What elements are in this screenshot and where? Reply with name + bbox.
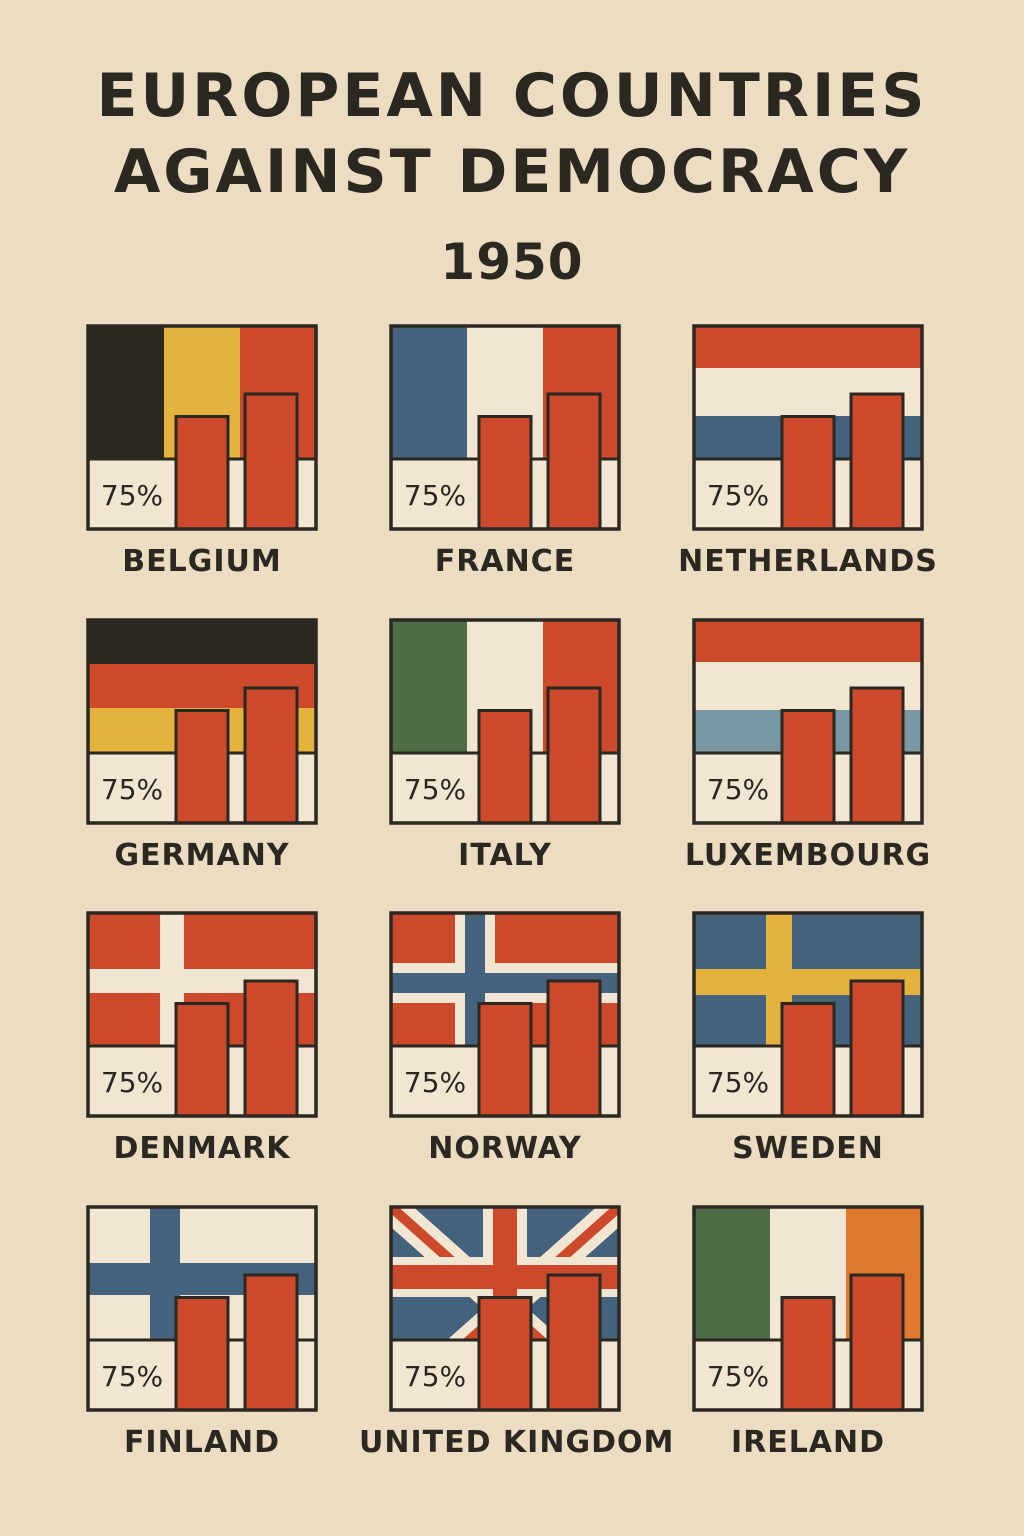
flag-chart-ireland bbox=[692, 1205, 924, 1412]
flag-frame bbox=[86, 618, 318, 825]
bar-2 bbox=[849, 1273, 905, 1412]
bar-1 bbox=[780, 709, 836, 825]
country-name: SWEDEN bbox=[732, 1131, 884, 1166]
flag-chart-sweden bbox=[692, 911, 924, 1118]
data-label: 75% bbox=[706, 773, 770, 806]
bar-2 bbox=[243, 1273, 299, 1412]
flag-chart-belgium bbox=[86, 324, 318, 531]
flag-frame bbox=[389, 618, 621, 825]
data-label: 75% bbox=[100, 773, 164, 806]
flag-chart-norway bbox=[389, 911, 621, 1118]
country-name: ITALY bbox=[458, 838, 552, 873]
title-line-2: AGAINST DEMOCRACY bbox=[113, 137, 911, 207]
country-tile-luxembourg: 75% LUXEMBOURG bbox=[685, 618, 930, 884]
flag-chart-finland bbox=[86, 1205, 318, 1412]
flag-chart-luxembourg bbox=[692, 618, 924, 825]
flag-frame bbox=[389, 324, 621, 531]
bar-2 bbox=[243, 686, 299, 825]
bar-1 bbox=[780, 1296, 836, 1412]
country-tile-united-kingdom: 75% UNITED KINGDOM bbox=[359, 1205, 673, 1471]
flag-stripe-red bbox=[694, 326, 922, 368]
country-name: NETHERLANDS bbox=[678, 544, 938, 579]
bar-1 bbox=[174, 709, 230, 825]
bar-1 bbox=[174, 415, 230, 531]
flag-frame bbox=[86, 1205, 318, 1412]
country-name: FINLAND bbox=[123, 1425, 281, 1460]
bar-1 bbox=[780, 1002, 836, 1118]
country-tile-germany: 75% GERMANY bbox=[86, 618, 318, 884]
data-label: 75% bbox=[403, 1066, 467, 1099]
flag-chart-france bbox=[389, 324, 621, 531]
data-label: 75% bbox=[706, 1066, 770, 1099]
flag-frame bbox=[692, 1205, 924, 1412]
flag-frame bbox=[86, 911, 318, 1118]
bar-1 bbox=[174, 1002, 230, 1118]
data-label: 75% bbox=[100, 479, 164, 512]
bar-2 bbox=[243, 979, 299, 1118]
bar-1 bbox=[780, 415, 836, 531]
bar-2 bbox=[849, 979, 905, 1118]
bar-2 bbox=[546, 686, 602, 825]
flag-frame bbox=[389, 911, 621, 1118]
country-tile-ireland: 75% IRELAND bbox=[692, 1205, 924, 1471]
title-line-1: EUROPEAN COUNTRIES bbox=[96, 61, 928, 131]
chart-title: EUROPEAN COUNTRIES AGAINST DEMOCRACY bbox=[0, 58, 1024, 210]
data-label: 75% bbox=[706, 479, 770, 512]
flag-chart-germany bbox=[86, 618, 318, 825]
flag-stripe-black bbox=[88, 620, 316, 664]
bar-1 bbox=[477, 1296, 533, 1412]
data-label: 75% bbox=[100, 1360, 164, 1393]
data-label: 75% bbox=[403, 479, 467, 512]
country-name: DENMARK bbox=[113, 1131, 291, 1166]
country-tile-denmark: 75% DENMARK bbox=[86, 911, 318, 1177]
flag-chart-denmark bbox=[86, 911, 318, 1118]
bar-1 bbox=[477, 1002, 533, 1118]
data-label: 75% bbox=[403, 773, 467, 806]
data-label: 75% bbox=[403, 1360, 467, 1393]
bar-2 bbox=[546, 1273, 602, 1412]
country-tile-italy: 75% ITALY bbox=[389, 618, 621, 884]
country-tile-sweden: 75% SWEDEN bbox=[692, 911, 924, 1177]
bar-1 bbox=[477, 415, 533, 531]
flag-chart-united-kingdom bbox=[389, 1205, 621, 1412]
bar-2 bbox=[849, 392, 905, 531]
data-label: 75% bbox=[706, 1360, 770, 1393]
country-name: IRELAND bbox=[730, 1425, 886, 1460]
bar-2 bbox=[849, 686, 905, 825]
flag-stripe-red bbox=[694, 620, 922, 662]
flag-frame bbox=[692, 911, 924, 1118]
flag-chart-netherlands bbox=[692, 324, 924, 531]
country-name: FRANCE bbox=[434, 544, 576, 579]
country-name: GERMANY bbox=[114, 838, 290, 873]
country-name: UNITED KINGDOM bbox=[359, 1425, 675, 1460]
country-tile-belgium: 75% BELGIUM bbox=[86, 324, 318, 590]
bar-1 bbox=[174, 1296, 230, 1412]
bar-2 bbox=[243, 392, 299, 531]
flag-frame bbox=[389, 1205, 621, 1412]
country-name: NORWAY bbox=[428, 1131, 582, 1166]
data-label: 75% bbox=[100, 1066, 164, 1099]
country-tile-france: 75% FRANCE bbox=[389, 324, 621, 590]
flag-frame bbox=[86, 324, 318, 531]
country-tile-netherlands: 75% NETHERLANDS bbox=[678, 324, 937, 590]
flag-chart-italy bbox=[389, 618, 621, 825]
country-tile-norway: 75% NORWAY bbox=[389, 911, 621, 1177]
bar-2 bbox=[546, 979, 602, 1118]
country-name: LUXEMBOURG bbox=[684, 838, 932, 873]
country-tile-finland: 75% FINLAND bbox=[86, 1205, 318, 1471]
bar-1 bbox=[477, 709, 533, 825]
bar-2 bbox=[546, 392, 602, 531]
flag-frame bbox=[692, 618, 924, 825]
flag-frame bbox=[692, 324, 924, 531]
country-name: BELGIUM bbox=[122, 544, 282, 579]
chart-subtitle-year: 1950 bbox=[440, 233, 584, 291]
